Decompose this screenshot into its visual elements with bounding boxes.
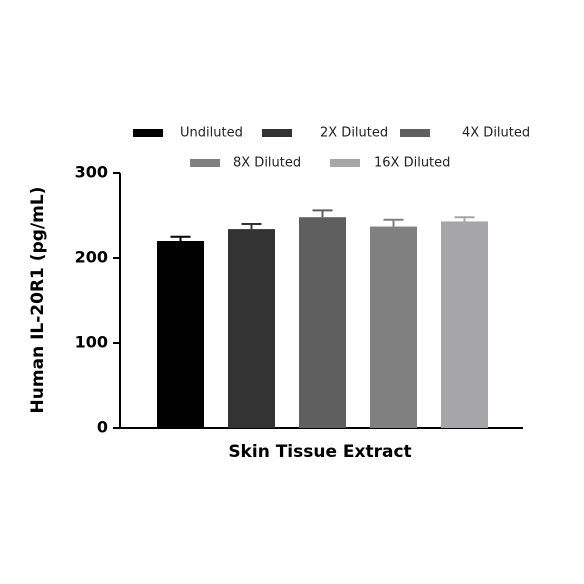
legend-label: 2X Diluted bbox=[320, 126, 388, 141]
bar bbox=[441, 221, 488, 428]
legend-label: 4X Diluted bbox=[462, 126, 530, 141]
y-tick-label: 300 bbox=[75, 163, 108, 182]
y-tick-label: 100 bbox=[75, 333, 108, 352]
bar bbox=[299, 217, 346, 428]
legend-label: 8X Diluted bbox=[233, 156, 301, 171]
legend-swatch bbox=[400, 129, 430, 137]
y-tick-label: 200 bbox=[75, 248, 108, 267]
y-axis-title: Human IL-20R1 (pg/mL) bbox=[28, 187, 48, 414]
legend-swatch bbox=[330, 159, 360, 167]
legend-swatch bbox=[262, 129, 292, 137]
legend-swatch bbox=[190, 159, 220, 167]
bar bbox=[157, 241, 204, 428]
legend-label: 16X Diluted bbox=[374, 156, 450, 171]
x-axis-title: Skin Tissue Extract bbox=[228, 442, 411, 462]
legend-swatch bbox=[133, 129, 163, 137]
bar bbox=[370, 226, 417, 428]
legend-label: Undiluted bbox=[180, 126, 243, 141]
y-tick-label: 0 bbox=[97, 418, 108, 437]
bar bbox=[228, 229, 275, 428]
